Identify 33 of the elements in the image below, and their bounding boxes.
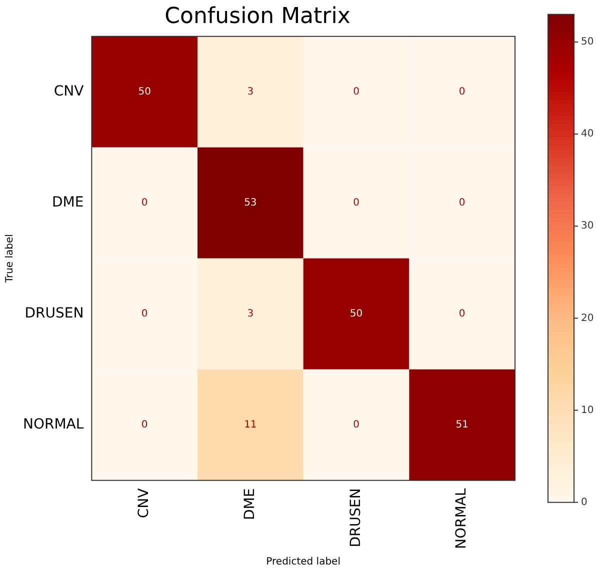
data-label: 0 — [353, 86, 360, 98]
y-tick-label: CNV — [54, 84, 84, 100]
data-label: 11 — [244, 419, 257, 430]
color-bar-label: 20 — [581, 312, 594, 324]
color-bar-label: 0 — [581, 496, 588, 508]
x-tick-label: CNV — [136, 488, 152, 518]
data-label: 0 — [458, 308, 466, 320]
x-tick-label: NORMAL — [454, 488, 470, 550]
x-axis-title: Predicted label — [266, 556, 340, 568]
color-bar-label: 40 — [581, 128, 594, 140]
data-label: 50 — [138, 86, 151, 98]
y-tick-label: DRUSEN — [24, 305, 84, 322]
data-label: 3 — [247, 308, 254, 320]
color-bar-label: 10 — [581, 404, 594, 416]
data-label: 0 — [353, 419, 360, 430]
color-bar-label: 30 — [581, 220, 594, 232]
y-axis-title: True label — [4, 234, 16, 284]
x-tick-label: DRUSEN — [348, 488, 364, 548]
data-label: 53 — [244, 197, 257, 208]
data-label: 0 — [458, 86, 466, 98]
data-label: 3 — [247, 86, 254, 98]
data-label: 50 — [350, 308, 363, 320]
color-bar-label: 50 — [581, 36, 594, 48]
data-label: 51 — [456, 419, 468, 430]
data-label: 0 — [141, 419, 148, 430]
x-tick-label: DME — [242, 488, 258, 520]
data-label: 0 — [458, 197, 466, 208]
data-label: 0 — [353, 197, 360, 208]
y-tick-label: NORMAL — [22, 416, 84, 432]
chart-title: Confusion Matrix — [164, 4, 350, 29]
data-label: 0 — [141, 308, 148, 320]
data-label: 0 — [141, 197, 148, 208]
y-tick-label: DME — [52, 194, 84, 211]
